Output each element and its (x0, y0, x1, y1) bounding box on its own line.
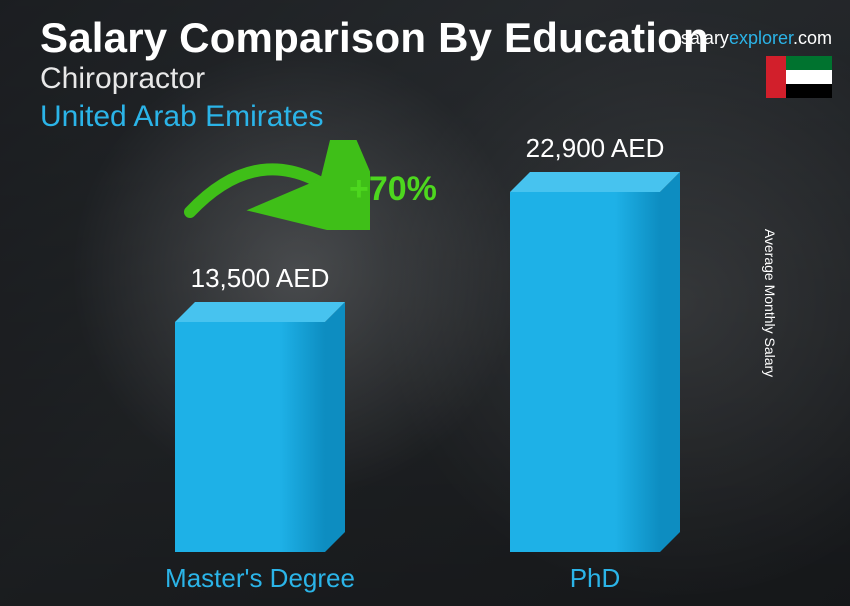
title-subtitle: Chiropractor (40, 62, 205, 96)
chart-area: Master's Degree13,500 AEDPhD22,900 AED+7… (0, 150, 850, 606)
title-main: Salary Comparison By Education (40, 14, 709, 62)
delta-percentage: +70% (349, 170, 437, 209)
bar-masters (175, 322, 345, 552)
attribution-mid: explorer (729, 28, 793, 48)
increase-arrow-icon (180, 140, 370, 230)
infographic-canvas: Salary Comparison By Education Chiroprac… (0, 0, 850, 606)
attribution: salaryexplorer.com (681, 28, 832, 49)
attribution-prefix: salary (681, 28, 729, 48)
bar-value-phd: 22,900 AED (470, 133, 720, 164)
bar-value-masters: 13,500 AED (135, 263, 385, 294)
attribution-suffix: .com (793, 28, 832, 48)
uae-flag-icon (766, 56, 832, 98)
bar-label-phd: PhD (470, 563, 720, 594)
title-country: United Arab Emirates (40, 100, 323, 134)
bar-phd (510, 192, 680, 552)
bar-label-masters: Master's Degree (135, 563, 385, 594)
